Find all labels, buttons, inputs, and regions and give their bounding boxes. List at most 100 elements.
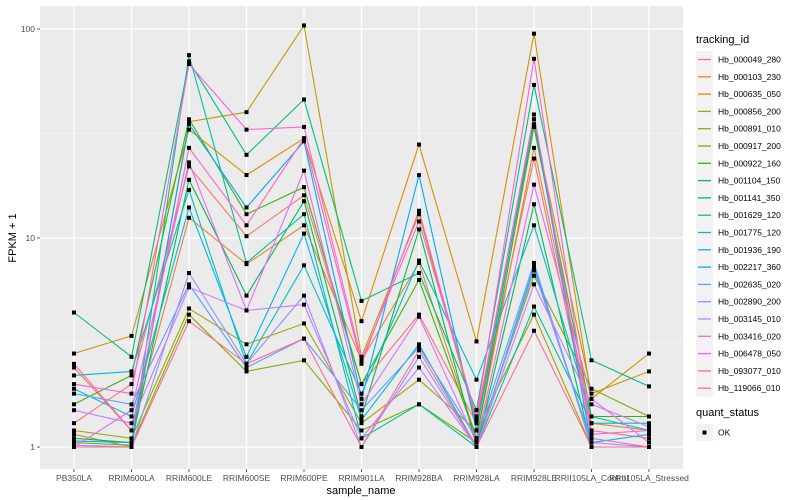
legend-label: Hb_000856_200 [718, 106, 781, 116]
data-point [474, 436, 479, 441]
data-point [359, 396, 364, 401]
legend-item: Hb_003145_010 [696, 310, 781, 328]
data-point [302, 193, 306, 198]
data-point [302, 199, 306, 204]
data-point [532, 282, 536, 287]
data-point [532, 145, 536, 150]
legend-item: Hb_000635_050 [696, 85, 781, 103]
legend-label: Hb_001141_350 [718, 193, 781, 203]
legend-label: Hb_002890_200 [718, 297, 781, 307]
legend-item: Hb_119066_010 [696, 379, 781, 397]
data-point [302, 293, 306, 298]
data-point [72, 421, 76, 426]
legend-label: Hb_001775_120 [718, 228, 781, 238]
data-point [129, 373, 134, 378]
data-point [359, 421, 364, 426]
data-point [417, 377, 421, 382]
data-point [589, 396, 594, 401]
legend-label: Hb_000635_050 [718, 89, 781, 99]
data-point [129, 428, 134, 433]
data-point [187, 312, 191, 317]
x-tick-label: RRII105LA_Control [555, 473, 629, 483]
data-point [72, 408, 76, 413]
data-point [129, 436, 134, 441]
legend-label: Hb_119066_010 [718, 383, 781, 393]
data-point [417, 142, 421, 147]
data-point [187, 319, 191, 324]
data-point [589, 440, 594, 445]
legend-item: Hb_002890_200 [696, 293, 781, 311]
data-point [532, 304, 536, 309]
data-point [532, 124, 536, 129]
data-point [129, 445, 134, 449]
y-tick-label: 10 [26, 233, 36, 243]
legend-label: Hb_001104_150 [718, 176, 781, 186]
data-point [647, 384, 651, 389]
legend-label: Hb_003416_020 [718, 331, 781, 341]
data-point [302, 231, 306, 236]
data-point [302, 358, 306, 363]
legend-item: Hb_093077_010 [696, 362, 781, 380]
legend-item: Hb_000856_200 [696, 102, 781, 120]
data-point [417, 208, 421, 213]
data-point [359, 428, 364, 433]
data-point [187, 285, 191, 290]
data-point [647, 432, 651, 437]
legend-item: Hb_003416_020 [696, 327, 781, 345]
data-point [417, 258, 421, 263]
legend-shape-items: OK [696, 424, 731, 441]
legend-label: Hb_003145_010 [718, 314, 781, 324]
x-tick-label: RRIM928LA [453, 473, 500, 483]
data-point [474, 445, 479, 449]
legend-item: Hb_000917_200 [696, 137, 781, 155]
data-point [589, 386, 594, 391]
data-point [647, 414, 651, 419]
data-point [244, 234, 249, 239]
data-point [532, 56, 536, 61]
data-point [532, 328, 536, 333]
data-point [302, 302, 306, 307]
data-point [359, 408, 364, 413]
x-tick-label: RRIM600PE [280, 473, 328, 483]
legend-item: Hb_001141_350 [696, 189, 781, 207]
data-point [589, 445, 594, 449]
data-point [359, 391, 364, 396]
data-point [417, 312, 421, 317]
data-point [589, 428, 594, 433]
data-point [244, 369, 249, 374]
x-tick-label: RRIM600LA [108, 473, 155, 483]
data-point [532, 156, 536, 161]
data-point [532, 268, 536, 273]
data-point [244, 223, 249, 228]
legend-item: Hb_000049_280 [696, 51, 781, 68]
data-point [532, 117, 536, 122]
data-point [302, 321, 306, 326]
data-point [129, 408, 134, 413]
data-point [647, 445, 651, 449]
data-point [647, 428, 651, 433]
data-point [647, 440, 651, 445]
data-point [359, 319, 364, 324]
data-point [187, 205, 191, 210]
data-point [302, 168, 306, 173]
data-point [129, 369, 134, 374]
data-point [359, 414, 364, 419]
data-point [302, 185, 306, 190]
data-point [589, 358, 594, 363]
data-point [474, 414, 479, 419]
data-point [417, 314, 421, 319]
data-point [417, 402, 421, 407]
legend-item: Hb_001104_150 [696, 172, 781, 190]
data-point [244, 260, 249, 265]
data-point [244, 212, 249, 217]
legend-item: Hb_001629_120 [696, 206, 781, 224]
legend-shape-title: quant_status [696, 407, 759, 419]
data-point [302, 23, 306, 28]
legend-item: OK [696, 424, 731, 441]
data-point [244, 342, 249, 347]
data-point [532, 182, 536, 187]
data-point [474, 377, 479, 382]
data-point [359, 445, 364, 449]
data-point [359, 382, 364, 387]
y-tick-label: 1 [30, 442, 35, 452]
